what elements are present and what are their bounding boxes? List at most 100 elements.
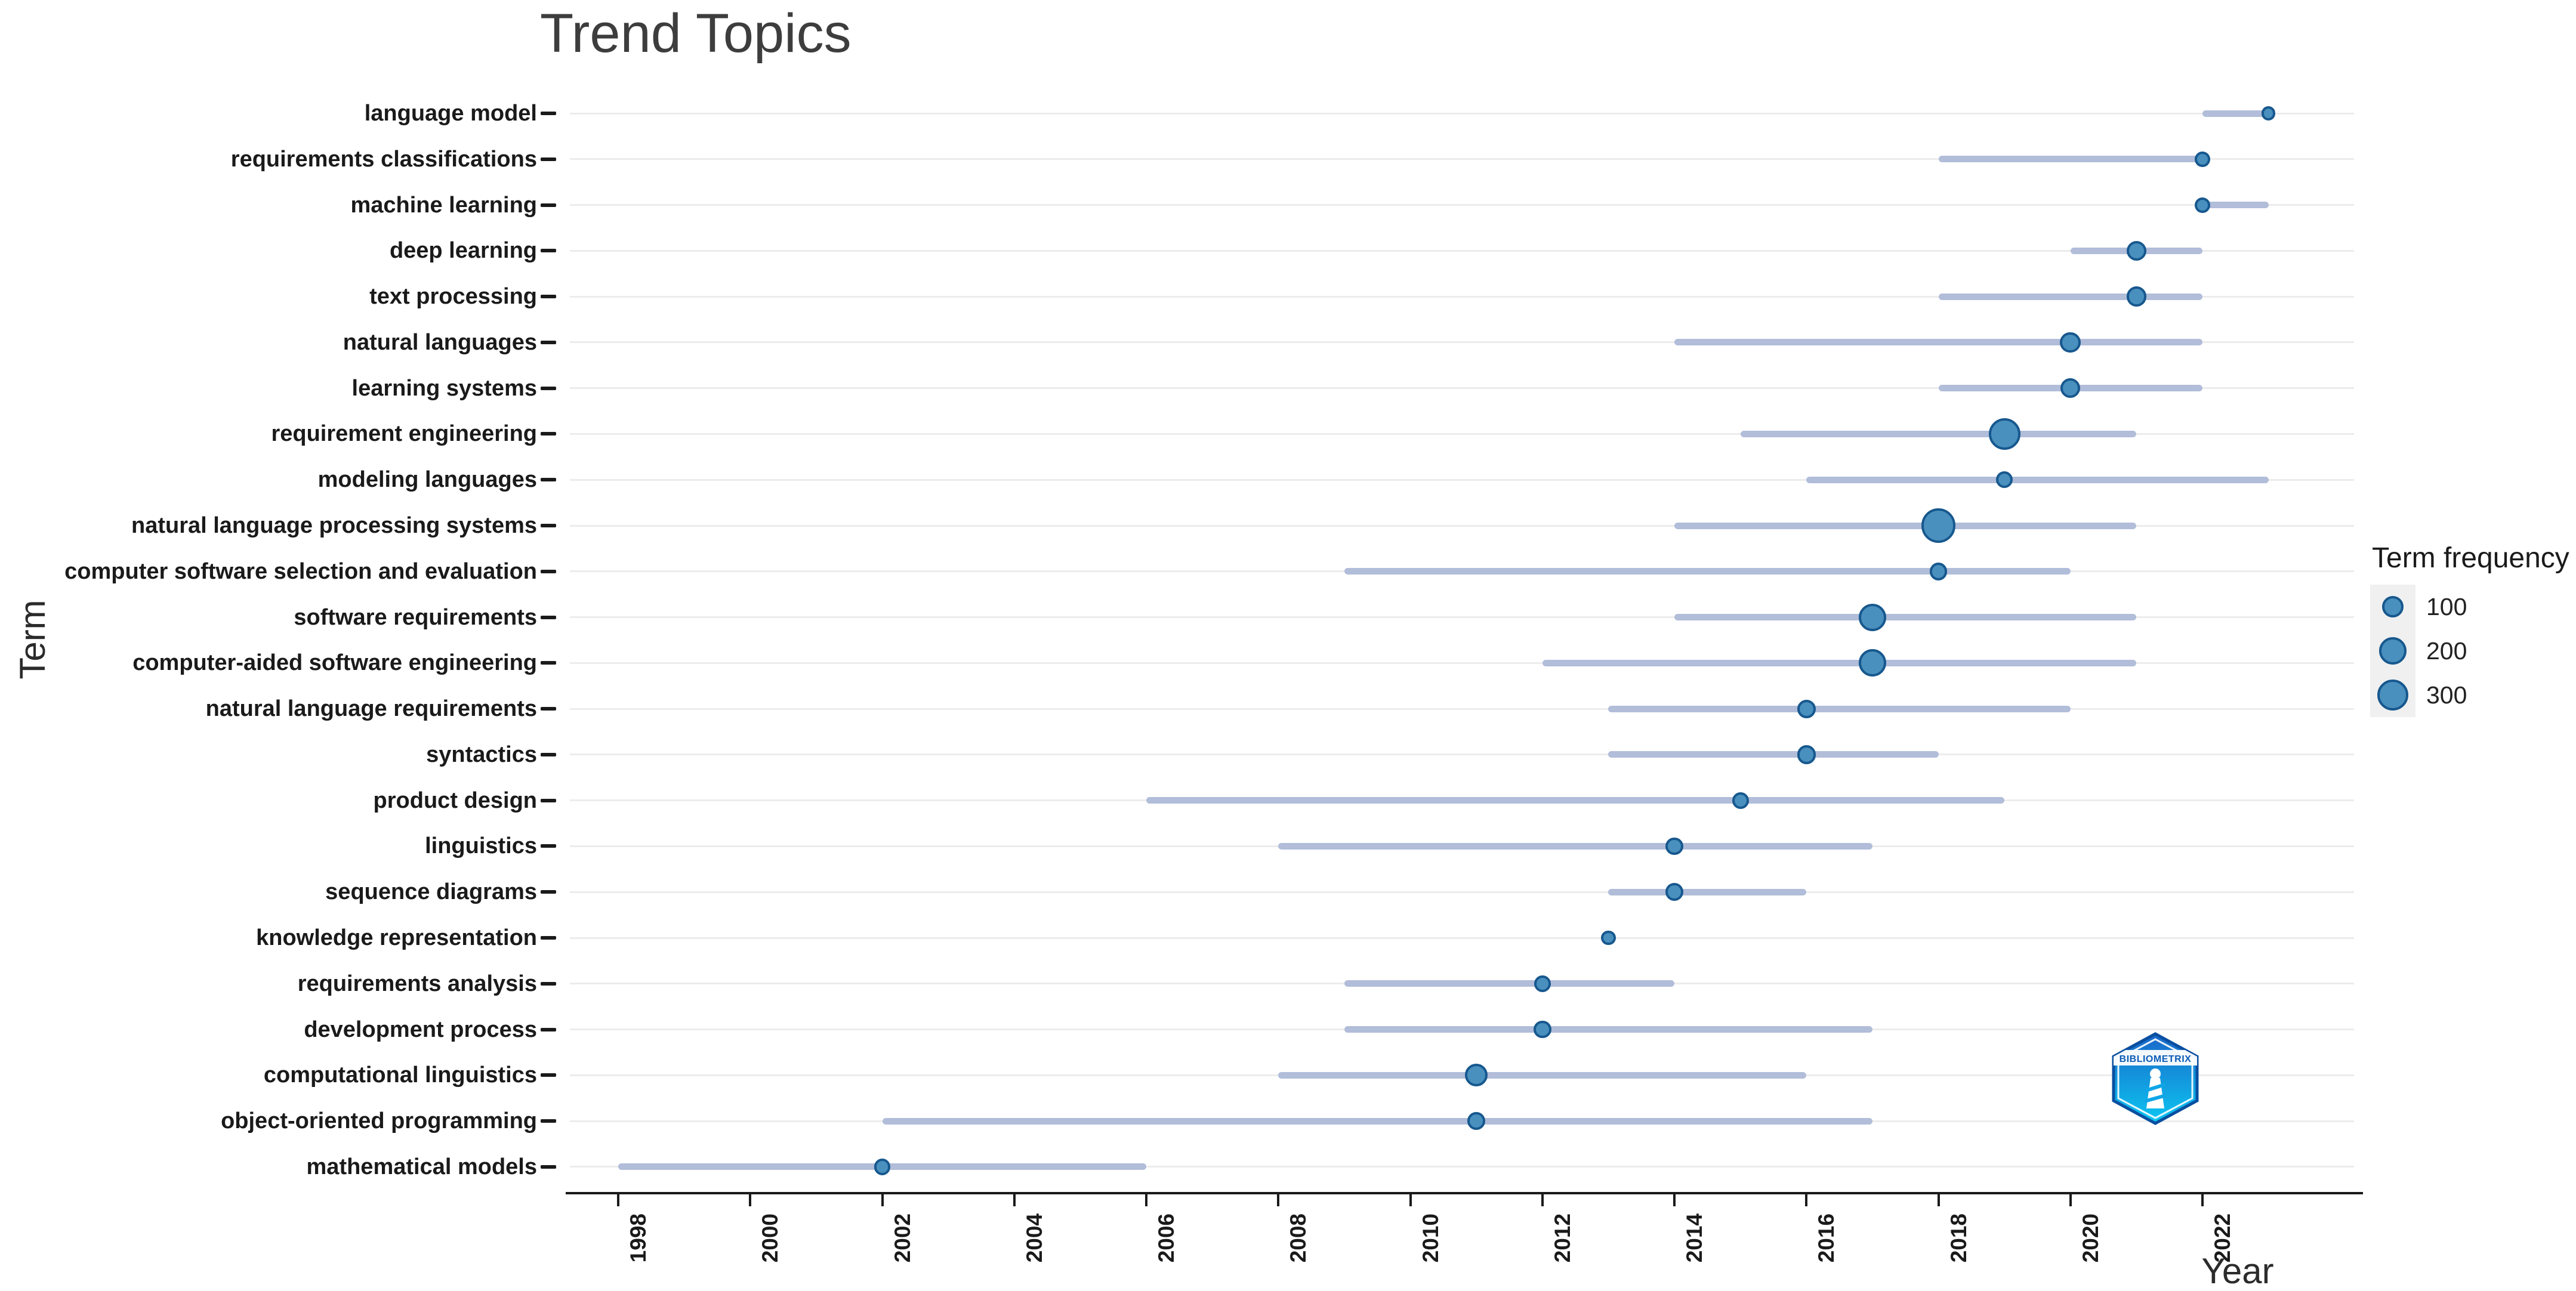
x-axis-tick xyxy=(1937,1194,1940,1206)
term-label: development process xyxy=(304,1017,537,1042)
term-median-dot xyxy=(2060,332,2081,353)
chart-title: Trend Topics xyxy=(540,3,852,64)
term-label: learning systems xyxy=(351,375,537,401)
row-gridline xyxy=(570,112,2354,115)
term-median-dot xyxy=(1797,745,1816,764)
x-axis-tick xyxy=(749,1194,752,1206)
x-axis-tick xyxy=(1145,1194,1147,1206)
term-label: object-oriented programming xyxy=(221,1108,537,1134)
x-axis-tick xyxy=(1013,1194,1016,1206)
x-axis-tick-label: 2012 xyxy=(1550,1213,1575,1263)
term-range-segment xyxy=(1608,705,2071,712)
term-median-dot xyxy=(2126,240,2147,261)
term-label: computational linguistics xyxy=(263,1063,537,1088)
term-range-segment xyxy=(1278,1071,1807,1079)
row-gridline xyxy=(570,478,2354,481)
term-range-segment xyxy=(1542,659,2137,666)
legend-value-label: 200 xyxy=(2426,637,2467,665)
row-gridline xyxy=(570,249,2354,252)
term-label: requirements analysis xyxy=(297,971,537,996)
y-axis-tick xyxy=(541,524,556,528)
y-axis-tick xyxy=(541,936,556,940)
term-range-segment xyxy=(2202,110,2269,117)
term-median-dot xyxy=(1996,471,2013,489)
y-axis-tick xyxy=(541,1073,556,1077)
y-axis-tick xyxy=(541,295,556,299)
term-label: text processing xyxy=(369,284,537,310)
term-median-dot xyxy=(1465,1064,1488,1087)
term-label: natural languages xyxy=(343,329,537,355)
legend-title: Term frequency xyxy=(2372,542,2569,574)
x-axis-tick xyxy=(1541,1194,1544,1206)
y-axis-tick xyxy=(541,981,556,986)
y-axis-tick xyxy=(541,890,556,894)
x-axis-tick-label: 2008 xyxy=(1286,1213,1311,1263)
y-axis-tick xyxy=(541,432,556,436)
y-axis-title: Term xyxy=(13,600,53,680)
row-gridline xyxy=(570,753,2354,756)
term-label: knowledge representation xyxy=(256,925,537,951)
term-range-segment xyxy=(1608,751,1939,758)
row-gridline xyxy=(570,1166,2354,1168)
x-axis-tick-label: 2004 xyxy=(1022,1213,1047,1263)
y-axis-tick xyxy=(541,1119,556,1123)
x-axis-tick-label: 2006 xyxy=(1154,1213,1179,1263)
x-axis-tick-label: 2000 xyxy=(758,1213,783,1263)
term-label: mathematical models xyxy=(306,1154,537,1179)
y-axis-tick xyxy=(541,157,556,161)
term-range-segment xyxy=(1806,476,2269,483)
row-gridline xyxy=(570,295,2354,298)
term-median-dot xyxy=(1533,1020,1551,1039)
term-label: sequence diagrams xyxy=(325,879,537,905)
x-axis-tick-label: 2016 xyxy=(1814,1213,1839,1263)
legend-size-circle xyxy=(2379,637,2407,665)
row-gridline xyxy=(570,387,2354,390)
row-gridline xyxy=(570,937,2354,939)
term-label: linguistics xyxy=(425,833,537,859)
term-median-dot xyxy=(1732,792,1749,809)
y-axis-tick xyxy=(541,1027,556,1031)
row-gridline xyxy=(570,708,2354,710)
x-axis-tick xyxy=(881,1194,884,1206)
x-axis-tick xyxy=(1409,1194,1412,1206)
y-axis-tick xyxy=(541,478,556,482)
y-axis-tick xyxy=(541,386,556,390)
x-axis-tick xyxy=(1673,1194,1676,1206)
term-label: syntactics xyxy=(426,742,537,767)
term-median-dot xyxy=(874,1158,891,1175)
term-label: product design xyxy=(373,787,537,813)
legend-value-label: 100 xyxy=(2426,593,2467,620)
term-label: natural language processing systems xyxy=(131,513,537,539)
term-range-segment xyxy=(1608,888,1807,895)
term-median-dot xyxy=(1858,603,1886,631)
y-axis-tick xyxy=(541,569,556,573)
y-axis-tick xyxy=(541,249,556,253)
term-range-segment xyxy=(1938,293,2202,300)
logo-text: BIBLIOMETRIX xyxy=(2120,1054,2192,1064)
term-median-dot xyxy=(1665,883,1683,901)
term-range-segment xyxy=(2202,202,2269,209)
term-label: computer-aided software engineering xyxy=(132,650,537,676)
term-range-segment xyxy=(1344,980,1674,987)
x-axis-tick xyxy=(1277,1194,1280,1206)
term-range-segment xyxy=(1344,568,2071,575)
y-axis-tick xyxy=(541,661,556,665)
y-axis-tick xyxy=(541,1165,556,1169)
term-label: requirements classifications xyxy=(230,146,537,172)
term-range-segment xyxy=(1278,842,1872,850)
x-axis-tick xyxy=(617,1194,619,1206)
y-axis-tick xyxy=(541,340,556,344)
term-median-dot xyxy=(1929,562,1948,580)
term-label: software requirements xyxy=(294,604,537,630)
term-range-segment xyxy=(1344,1026,1872,1033)
x-axis-tick xyxy=(1805,1194,1808,1206)
term-median-dot xyxy=(1665,837,1683,855)
term-range-segment xyxy=(1938,156,2202,163)
term-median-dot xyxy=(1797,699,1816,718)
term-median-dot xyxy=(2195,151,2210,167)
x-axis-title: Year xyxy=(2201,1251,2274,1291)
legend-size-circle xyxy=(2381,595,2404,618)
term-median-dot xyxy=(1858,649,1886,677)
legend-size-circle xyxy=(2377,679,2409,711)
term-label: requirement engineering xyxy=(271,421,537,447)
